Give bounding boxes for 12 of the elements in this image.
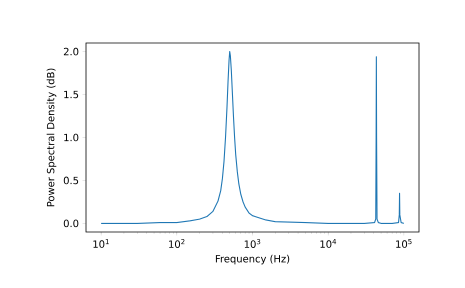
y-tick-label: 0.0 xyxy=(64,220,78,228)
y-tick-label: 0.5 xyxy=(64,176,78,184)
x-tick-label: 10$^{2}$ xyxy=(169,239,184,248)
x-tick-label: 10$^{4}$ xyxy=(320,239,336,248)
y-tick-label: 1.5 xyxy=(64,90,78,98)
x-axis-title: Frequency (Hz) xyxy=(216,254,290,264)
y-axis-title: Power Spectral Density (dB) xyxy=(46,68,56,206)
x-tick-label: 10$^{3}$ xyxy=(244,239,260,248)
y-tick-label: 1.0 xyxy=(64,134,78,142)
x-tick-label: 10$^{5}$ xyxy=(396,239,412,248)
x-tick-label: 10$^{1}$ xyxy=(93,239,109,248)
y-tick-label: 2.0 xyxy=(64,48,78,56)
